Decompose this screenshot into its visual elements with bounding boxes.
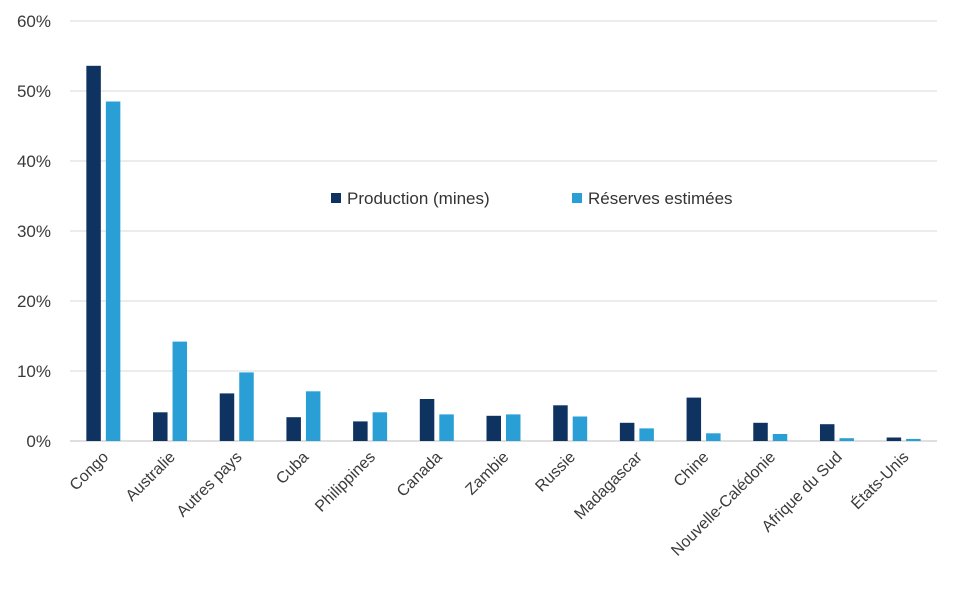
legend-swatch — [331, 193, 341, 203]
y-tick-label: 10% — [17, 362, 51, 381]
bar-reserves — [639, 428, 654, 441]
x-tick-label: Russie — [532, 449, 579, 496]
x-tick-label: Madagascar — [571, 448, 646, 523]
y-tick-label: 0% — [26, 432, 51, 451]
bar-production — [286, 417, 301, 441]
bars — [86, 65, 921, 442]
y-tick-label: 40% — [17, 152, 51, 171]
y-tick-label: 20% — [17, 292, 51, 311]
bar-reserves — [506, 414, 521, 441]
bar-production — [86, 65, 101, 442]
bar-reserves — [706, 433, 721, 441]
x-tick-label: Congo — [67, 449, 112, 494]
bar-reserves — [239, 372, 254, 441]
bar-reserves — [172, 341, 188, 441]
bar-reserves — [772, 434, 788, 441]
legend-swatch — [572, 193, 582, 203]
legend-label: Réserves estimées — [588, 189, 733, 208]
y-tick-label: 50% — [17, 82, 51, 101]
x-tick-label: Australie — [123, 449, 179, 505]
bar-production — [486, 415, 501, 441]
bar-production — [219, 393, 235, 441]
y-axis: 0% 10% 20% 30% 40% 50% 60% — [17, 12, 51, 451]
legend-label: Production (mines) — [347, 189, 490, 208]
bar-reserves — [305, 391, 321, 441]
x-tick-label: Chine — [671, 449, 713, 491]
bar-reserves — [105, 101, 121, 441]
gridlines — [70, 20, 937, 442]
bar-reserves — [839, 438, 854, 441]
bar-production — [619, 422, 635, 441]
bar-production — [353, 421, 368, 441]
x-tick-label: Zambie — [463, 449, 513, 499]
bar-production — [686, 397, 702, 441]
x-tick-label: Philippines — [312, 449, 379, 516]
bar-reserves — [572, 416, 588, 441]
y-tick-label: 60% — [17, 12, 51, 31]
bar-production — [819, 424, 835, 441]
legend: Production (mines) Réserves estimées — [331, 189, 733, 208]
bar-reserves — [439, 414, 454, 441]
x-tick-label: États-Unis — [847, 447, 913, 513]
y-tick-label: 30% — [17, 222, 51, 241]
x-tick-label: Cuba — [273, 449, 312, 488]
bar-production — [419, 399, 435, 441]
bar-reserves — [372, 412, 388, 441]
bar-production — [753, 422, 768, 441]
bar-production — [886, 437, 902, 441]
x-tick-label: Autres pays — [174, 449, 246, 521]
x-tick-label: Canada — [394, 449, 446, 501]
bar-reserves — [906, 438, 921, 441]
bar-production — [553, 405, 568, 441]
bar-production — [153, 412, 168, 441]
